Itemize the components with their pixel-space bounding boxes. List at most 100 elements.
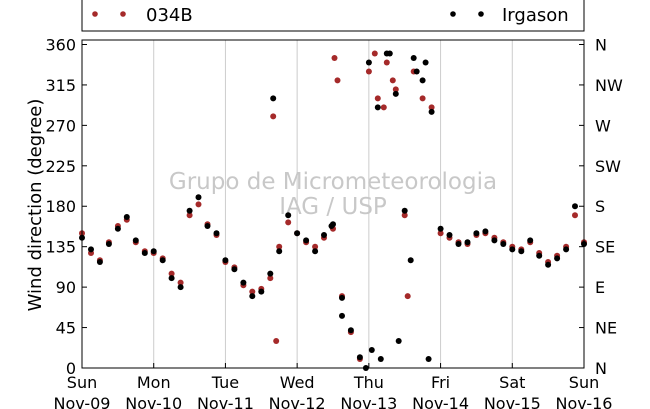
- y-tick-label: 225: [45, 157, 76, 176]
- data-point-irgason: [270, 95, 277, 102]
- data-point-irgason: [455, 241, 462, 247]
- legend-marker-034b-1: [92, 11, 98, 17]
- y-tick-label: 180: [45, 197, 76, 216]
- data-point-irgason: [464, 239, 471, 246]
- y-tick-label: 315: [45, 76, 76, 95]
- data-point-034b: [186, 212, 193, 219]
- data-point-irgason: [276, 248, 283, 255]
- watermark-line-2: IAG / USP: [279, 194, 387, 220]
- legend-marker-irgason-1: [450, 11, 456, 17]
- data-point-irgason: [222, 257, 229, 264]
- x-tick-label-date: Nov-10: [125, 394, 182, 409]
- data-point-034b: [168, 270, 175, 277]
- y-tick-label-right: NE: [595, 319, 617, 338]
- data-point-irgason: [428, 108, 435, 115]
- legend-label-034b: 034B: [146, 5, 193, 26]
- x-tick-label-date: Nov-09: [54, 394, 111, 409]
- y-tick-label: 135: [45, 238, 76, 257]
- data-point-irgason: [150, 248, 157, 255]
- data-point-irgason: [347, 327, 354, 334]
- y-tick-label-right: W: [595, 116, 611, 135]
- y-tick-label-right: N: [595, 359, 607, 378]
- series-irgason: [79, 50, 587, 371]
- data-point-irgason: [518, 248, 525, 255]
- y-axis-label: Wind direction (degree): [25, 99, 46, 312]
- data-point-034b: [428, 104, 435, 111]
- data-point-irgason: [482, 228, 489, 235]
- x-tick-label-date: Nov-11: [197, 394, 254, 409]
- data-point-irgason: [339, 312, 345, 319]
- data-point-irgason: [422, 59, 429, 66]
- y-tick-label-right: E: [595, 278, 605, 297]
- data-point-034b: [401, 212, 408, 219]
- y-tick-label: 360: [45, 35, 76, 54]
- data-point-034b: [195, 201, 202, 208]
- y-tick-label: 90: [56, 278, 76, 297]
- x-tick-label-date: Nov-13: [340, 394, 397, 409]
- data-point-irgason: [258, 288, 265, 295]
- data-point-034b: [437, 230, 444, 237]
- data-point-034b: [285, 219, 292, 226]
- legend-box: [81, 0, 585, 32]
- data-point-irgason: [425, 356, 432, 362]
- legend-marker-irgason-2: [478, 11, 484, 17]
- legend-marker-034b-2: [120, 11, 126, 17]
- data-point-irgason: [500, 241, 507, 247]
- y-tick-label-right: N: [595, 35, 607, 54]
- y-tick-label-right: S: [595, 197, 605, 216]
- data-point-irgason: [491, 237, 498, 244]
- x-tick-label-date: Nov-12: [269, 394, 326, 409]
- data-point-irgason: [249, 293, 256, 300]
- data-point-034b: [365, 68, 372, 75]
- plot-frame: [81, 39, 585, 369]
- y-tick-label: 270: [45, 116, 76, 135]
- data-point-034b: [312, 243, 319, 250]
- data-point-irgason: [407, 257, 414, 264]
- y-tick-label: 45: [56, 319, 76, 338]
- data-point-034b: [276, 243, 283, 250]
- data-point-034b: [374, 95, 381, 102]
- data-point-irgason: [365, 59, 372, 66]
- data-point-irgason: [88, 246, 94, 253]
- x-tick-label-day: Sun: [67, 373, 97, 392]
- ticks-layer: Sun Nov-09 Mon Nov-10 Tue Nov-11 Wed Nov-12 Thu N…: [45, 35, 623, 409]
- data-point-034b: [380, 104, 387, 111]
- data-point-irgason: [339, 294, 345, 301]
- data-point-irgason: [240, 279, 247, 286]
- data-point-irgason: [374, 104, 381, 111]
- data-point-irgason: [413, 68, 420, 75]
- data-point-irgason: [572, 203, 578, 210]
- data-point-irgason: [554, 255, 561, 262]
- y-tick-label-right: SW: [595, 157, 621, 176]
- data-point-irgason: [141, 250, 148, 256]
- data-point-irgason: [105, 241, 112, 247]
- data-point-irgason: [545, 261, 552, 268]
- data-point-irgason: [132, 237, 139, 244]
- data-point-034b: [404, 293, 411, 300]
- data-point-irgason: [536, 252, 543, 259]
- x-tick-label-day: Tue: [211, 373, 239, 392]
- data-point-034b: [371, 50, 378, 57]
- data-point-034b: [419, 95, 426, 102]
- data-point-irgason: [473, 230, 480, 237]
- data-point-034b: [273, 338, 280, 344]
- x-tick-label-day: Wed: [280, 373, 315, 392]
- legend-label-irgason: Irgason: [502, 5, 569, 26]
- data-point-irgason: [204, 223, 211, 229]
- data-point-034b: [389, 77, 396, 84]
- data-point-irgason: [377, 356, 384, 362]
- x-tick-label-day: Sat: [499, 373, 525, 392]
- data-point-irgason: [186, 207, 193, 214]
- data-point-irgason: [419, 77, 426, 84]
- data-point-034b: [383, 59, 390, 66]
- points-layer: [79, 50, 587, 371]
- data-point-irgason: [267, 270, 274, 277]
- data-point-034b: [267, 275, 274, 282]
- data-point-irgason: [213, 230, 220, 237]
- data-point-irgason: [96, 259, 103, 265]
- data-point-irgason: [168, 275, 175, 282]
- data-point-irgason: [395, 338, 402, 344]
- x-tick-label-day: Thu: [353, 373, 384, 392]
- data-point-irgason: [321, 232, 327, 238]
